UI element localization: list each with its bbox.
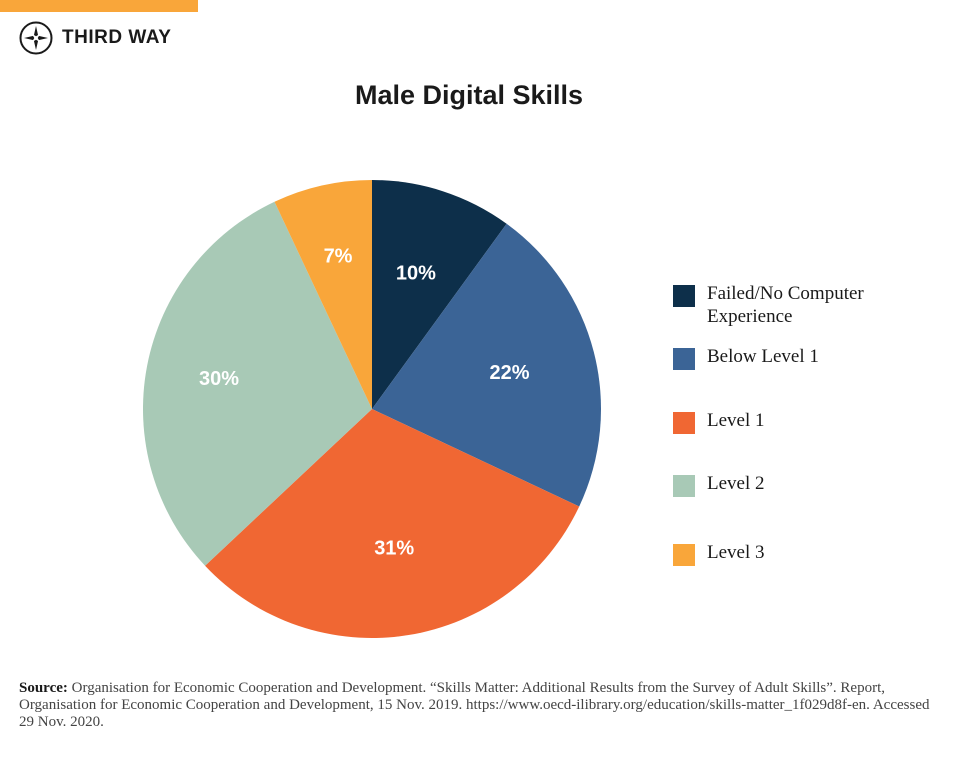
slice-data-label: 10% xyxy=(396,262,436,284)
legend-label: Level 1 xyxy=(707,410,765,431)
pie-slice[interactable] xyxy=(274,180,372,409)
legend-label: Failed/No Computer Experience xyxy=(707,283,864,327)
brand-accent-bar xyxy=(0,0,198,12)
legend-label: Level 3 xyxy=(707,542,765,563)
legend-item[interactable]: Below Level 1 xyxy=(673,345,907,370)
legend-item[interactable]: Level 3 xyxy=(673,541,907,566)
pie-slice[interactable] xyxy=(372,223,601,507)
legend-item[interactable]: Failed/No Computer Experience xyxy=(673,282,907,328)
legend-item[interactable]: Level 1 xyxy=(673,409,907,434)
compass-logo-icon xyxy=(19,21,53,55)
pie-slice[interactable] xyxy=(143,201,372,566)
source-text: Organisation for Economic Cooperation an… xyxy=(19,680,930,730)
legend-item[interactable]: Level 2 xyxy=(673,472,907,497)
legend-swatch xyxy=(673,475,695,497)
slice-data-label: 30% xyxy=(199,368,239,390)
brand-name: THIRD WAY xyxy=(62,27,172,48)
legend-swatch xyxy=(673,348,695,370)
legend-label: Below Level 1 xyxy=(707,346,819,367)
pie-slice[interactable] xyxy=(372,180,507,409)
legend-swatch xyxy=(673,285,695,307)
chart-title: Male Digital Skills xyxy=(354,80,584,110)
brand[interactable]: THIRD WAY xyxy=(19,21,171,55)
slice-data-label: 7% xyxy=(324,245,353,267)
slice-data-label: 22% xyxy=(490,362,530,384)
legend-swatch xyxy=(673,544,695,566)
source-label: Source: xyxy=(19,680,68,696)
pie-slice[interactable] xyxy=(205,409,580,638)
slice-data-label: 31% xyxy=(374,538,414,560)
legend-swatch xyxy=(673,412,695,434)
source-note: Source: Organisation for Economic Cooper… xyxy=(19,680,944,731)
legend-label: Level 2 xyxy=(707,473,765,494)
